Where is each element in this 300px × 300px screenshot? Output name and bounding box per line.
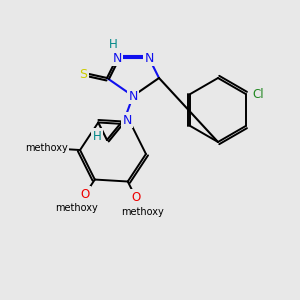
- Text: O: O: [131, 191, 140, 204]
- Text: methoxy: methoxy: [55, 203, 98, 213]
- Text: O: O: [58, 142, 67, 155]
- Text: S: S: [79, 68, 87, 80]
- Text: N: N: [122, 113, 132, 127]
- Text: O: O: [80, 188, 89, 201]
- Text: H: H: [109, 38, 117, 50]
- Text: Cl: Cl: [252, 88, 263, 100]
- Text: N: N: [128, 89, 138, 103]
- Text: N: N: [144, 52, 154, 64]
- Text: H: H: [93, 130, 101, 142]
- Text: N: N: [112, 52, 122, 64]
- Text: methoxy: methoxy: [122, 207, 164, 217]
- Text: methoxy: methoxy: [25, 143, 68, 153]
